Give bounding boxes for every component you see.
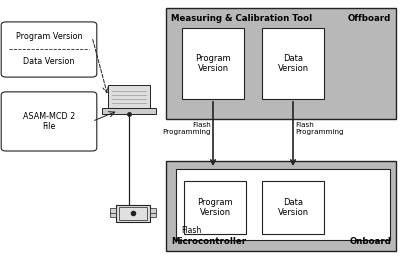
Bar bbox=[108, 85, 150, 108]
Text: Flash
Programming: Flash Programming bbox=[162, 122, 211, 135]
Bar bbox=[116, 205, 150, 222]
Text: Data
Version: Data Version bbox=[278, 54, 308, 73]
Text: Microcontroller: Microcontroller bbox=[171, 237, 246, 246]
Text: Program Version: Program Version bbox=[16, 32, 82, 41]
Bar bbox=[176, 169, 390, 240]
Bar bbox=[262, 181, 324, 234]
Text: Onboard: Onboard bbox=[349, 237, 391, 246]
Bar bbox=[262, 28, 324, 99]
Bar bbox=[150, 209, 156, 213]
Text: Program
Version: Program Version bbox=[195, 54, 231, 73]
FancyBboxPatch shape bbox=[1, 22, 97, 77]
Text: Flash
Programming: Flash Programming bbox=[295, 122, 344, 135]
Bar bbox=[110, 209, 116, 213]
Text: Data
Version: Data Version bbox=[278, 197, 308, 217]
Text: Data Version: Data Version bbox=[23, 57, 75, 66]
Bar bbox=[166, 161, 396, 251]
Bar bbox=[110, 212, 116, 217]
Bar bbox=[182, 28, 244, 99]
Bar bbox=[102, 108, 156, 114]
Text: Offboard: Offboard bbox=[348, 14, 391, 23]
Bar bbox=[166, 8, 396, 119]
Text: Measuring & Calibration Tool: Measuring & Calibration Tool bbox=[171, 14, 312, 23]
Bar bbox=[150, 212, 156, 217]
Text: ASAM-MCD 2
File: ASAM-MCD 2 File bbox=[23, 112, 75, 131]
FancyBboxPatch shape bbox=[1, 92, 97, 151]
Text: Flash: Flash bbox=[181, 227, 201, 235]
Text: Program
Version: Program Version bbox=[197, 197, 233, 217]
Bar bbox=[119, 207, 147, 220]
Bar bbox=[184, 181, 246, 234]
